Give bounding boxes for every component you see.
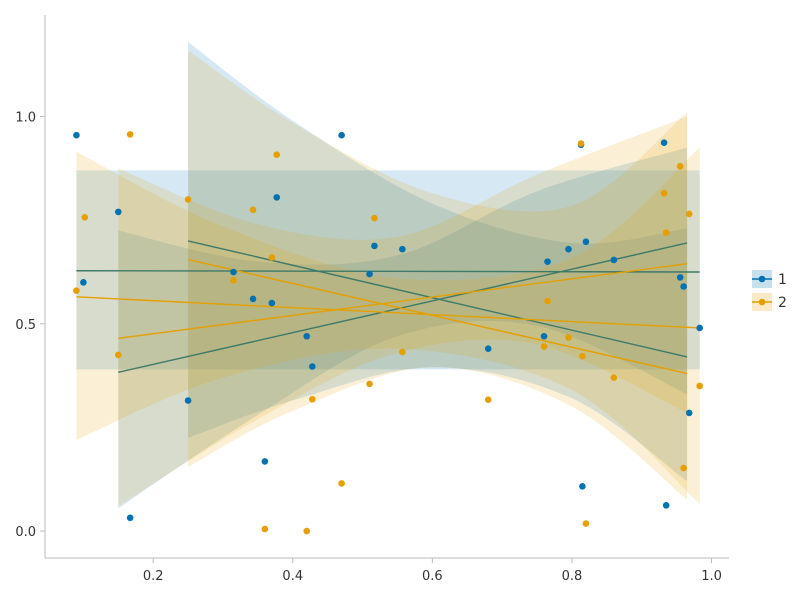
point-2-7 [249, 206, 257, 214]
point-2-12 [309, 395, 316, 403]
confidence-bands [76, 41, 700, 509]
legend: 12 [752, 270, 787, 311]
point-1-22 [579, 482, 586, 490]
fit-line-2-1 [76, 296, 700, 329]
point-1-6 [230, 268, 237, 276]
point-1-16 [399, 245, 406, 253]
x-tick-label: 0.8 [562, 569, 583, 584]
point-2-18 [540, 343, 548, 350]
legend-item-1: 1 [752, 270, 787, 288]
point-1-17 [484, 345, 492, 352]
point-1-12 [309, 363, 316, 370]
point-1-27 [676, 274, 684, 281]
point-1-11 [303, 332, 311, 340]
y-tick-label: 0.5 [15, 318, 36, 333]
point-1-2 [80, 279, 87, 286]
point-1-19 [544, 258, 551, 265]
point-2-26 [662, 229, 670, 236]
confidence-band-2-2 [118, 116, 688, 507]
point-1-1 [73, 131, 80, 139]
point-2-16 [399, 348, 406, 356]
legend-label-1: 1 [778, 272, 787, 288]
point-1-15 [371, 242, 378, 250]
point-1-14 [366, 270, 373, 278]
point-1-10 [273, 194, 281, 201]
point-1-8 [261, 458, 269, 465]
x-tick-label: 0.4 [282, 569, 303, 584]
y-tick-label: 0.0 [15, 525, 36, 540]
x-tick-label: 0.6 [422, 569, 443, 584]
point-1-24 [610, 256, 618, 264]
point-2-30 [696, 382, 703, 390]
point-2-9 [268, 254, 276, 261]
legend-label-2: 2 [778, 295, 787, 311]
point-1-30 [696, 324, 703, 332]
axes [44, 15, 729, 559]
point-1-5 [184, 397, 192, 404]
point-2-24 [610, 374, 618, 381]
ticks: 0.2 0.4 0.6 0.8 1.0 0.0 0.5 1.0 [15, 111, 722, 584]
point-2-21 [577, 140, 585, 147]
regression-lines [76, 240, 700, 375]
point-2-15 [371, 214, 378, 222]
legend-marker-2 [758, 298, 766, 306]
point-1-25 [660, 139, 668, 146]
point-2-14 [366, 380, 373, 388]
x-tick-label: 1.0 [701, 569, 722, 584]
point-2-23 [582, 520, 590, 527]
point-2-22 [579, 352, 586, 360]
point-2-4 [126, 131, 134, 138]
point-1-29 [685, 409, 693, 417]
point-1-26 [662, 502, 670, 509]
fit-line-1-1 [76, 270, 700, 273]
point-2-8 [261, 525, 269, 533]
point-2-27 [676, 162, 684, 170]
point-2-5 [184, 196, 192, 203]
point-2-3 [114, 351, 122, 359]
legend-item-2: 2 [752, 293, 787, 311]
point-2-19 [544, 297, 551, 305]
legend-marker-1 [758, 275, 766, 283]
point-2-6 [230, 276, 237, 284]
point-1-20 [565, 245, 572, 253]
point-2-17 [484, 396, 492, 403]
point-1-4 [126, 514, 134, 522]
point-1-23 [582, 238, 590, 246]
point-2-29 [685, 210, 693, 218]
x-tick-label: 0.2 [143, 569, 164, 584]
point-2-11 [303, 527, 311, 535]
point-1-7 [249, 295, 257, 303]
confidence-band-2-3 [188, 50, 688, 500]
point-2-13 [338, 480, 345, 487]
point-1-28 [680, 283, 687, 290]
data-points [73, 131, 703, 535]
point-1-9 [268, 299, 276, 307]
point-2-2 [81, 213, 89, 221]
fit-line-1-2 [118, 242, 688, 373]
point-1-13 [338, 131, 345, 139]
point-2-25 [660, 189, 668, 197]
point-1-3 [114, 208, 122, 216]
confidence-band-1-2 [118, 147, 688, 509]
point-1-18 [540, 332, 548, 340]
point-2-28 [680, 464, 687, 472]
point-2-10 [273, 151, 281, 158]
confidence-band-1-3 [188, 41, 688, 482]
point-2-1 [73, 287, 80, 294]
fit-line-2-3 [187, 258, 688, 375]
y-tick-label: 1.0 [15, 111, 36, 126]
confidence-band-2-1 [76, 147, 700, 505]
fit-line-2-2 [118, 263, 688, 340]
point-2-20 [565, 334, 572, 341]
